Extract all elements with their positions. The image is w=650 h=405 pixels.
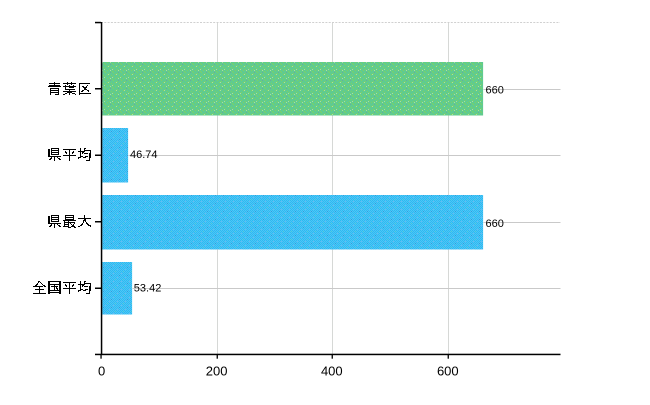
svg-text:53.42: 53.42 (134, 283, 162, 295)
svg-text:200: 200 (206, 363, 228, 378)
svg-text:600: 600 (437, 363, 459, 378)
svg-text:400: 400 (321, 363, 343, 378)
svg-text:46.74: 46.74 (130, 149, 158, 161)
svg-text:660: 660 (486, 84, 504, 96)
svg-text:0: 0 (98, 363, 105, 378)
svg-text:660: 660 (486, 218, 504, 230)
